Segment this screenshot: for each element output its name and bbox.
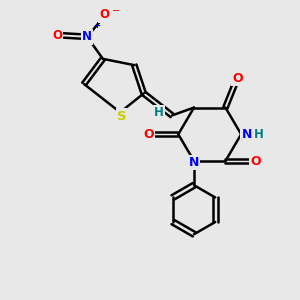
Text: H: H — [154, 106, 164, 119]
Text: O: O — [232, 72, 243, 85]
Text: S: S — [117, 110, 127, 123]
Text: H: H — [254, 128, 263, 141]
Text: N: N — [82, 30, 92, 43]
Text: N: N — [242, 128, 252, 141]
Text: −: − — [112, 6, 120, 16]
Text: O: O — [143, 128, 154, 141]
Text: +: + — [93, 21, 100, 30]
Text: O: O — [52, 29, 62, 42]
Text: O: O — [250, 154, 261, 167]
Text: O: O — [99, 8, 110, 21]
Text: N: N — [189, 156, 199, 169]
